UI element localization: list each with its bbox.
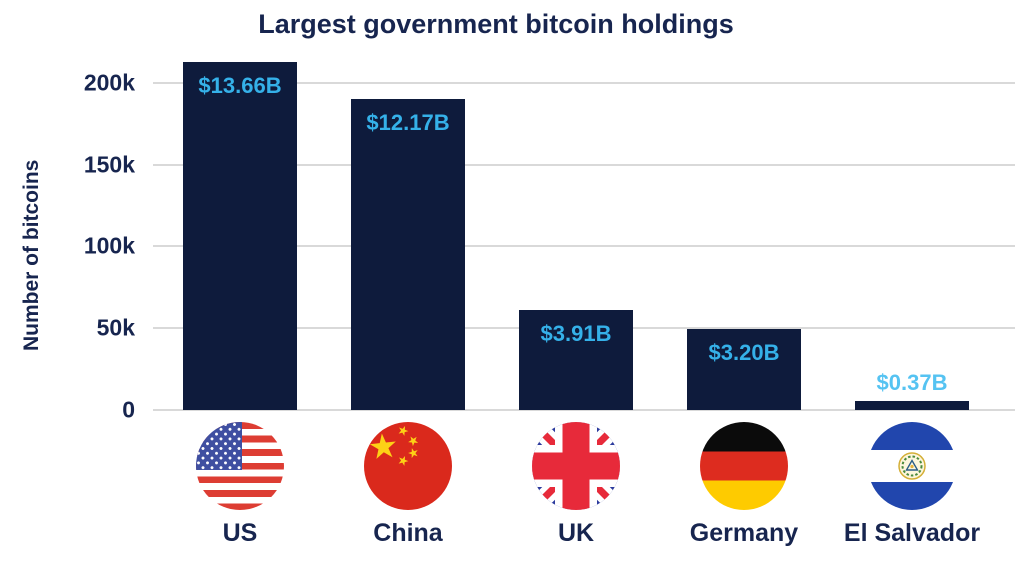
category-labels-row: US China UK Germany El Salvador [156, 519, 996, 554]
bar-column: $3.91B [492, 55, 660, 410]
y-axis-tick-label: 50k [96, 314, 135, 341]
bar-value-label: $3.91B [540, 321, 612, 347]
category-label: El Salvador [843, 519, 981, 547]
el-salvador-coat-of-arms [898, 452, 926, 480]
y-axis-tick-label: 100k [83, 232, 135, 259]
us-canton [196, 422, 242, 470]
category-label: UK [557, 519, 595, 547]
bars-layer: $13.66B $12.17B $3.91B $3.20B $0.37B [156, 55, 996, 410]
gridline [153, 163, 1015, 166]
uk-flag-icon [532, 422, 620, 510]
bar-value-label: $0.37B [876, 370, 948, 396]
bar-column: $0.37B [828, 55, 996, 410]
bar-value-label: $3.20B [708, 340, 780, 366]
bar-value-label: $13.66B [198, 72, 282, 98]
flags-row: ★ ★ ★ ★ ★ [156, 422, 996, 516]
chart-title: Largest government bitcoin holdings [258, 9, 734, 39]
category-label: China [373, 519, 443, 547]
y-axis-tick-label: 0 [122, 396, 135, 423]
bar-germany [687, 329, 801, 410]
bar-value-label: $12.17B [366, 110, 450, 136]
bar-us [183, 61, 297, 410]
bar-column: $12.17B [324, 55, 492, 410]
bar-el-salvador [855, 401, 969, 410]
gridline [153, 409, 1015, 411]
gridline [153, 245, 1015, 248]
bar-column: $3.20B [660, 55, 828, 410]
y-axis-tick-label: 200k [83, 69, 135, 96]
bar-china [351, 99, 465, 410]
bar-column: $13.66B [156, 55, 324, 410]
gridline [153, 81, 1015, 84]
el-salvador-flag-icon [868, 422, 956, 510]
germany-flag-icon [700, 422, 788, 510]
us-flag-icon [196, 422, 284, 510]
y-axis-ticks: 0 50k 100k 150k 200k [0, 55, 135, 421]
bar-uk [519, 310, 633, 410]
category-label: US [222, 519, 258, 547]
category-label: Germany [689, 519, 799, 547]
y-axis-tick-label: 150k [83, 151, 135, 178]
china-flag-icon: ★ ★ ★ ★ ★ [364, 422, 452, 510]
